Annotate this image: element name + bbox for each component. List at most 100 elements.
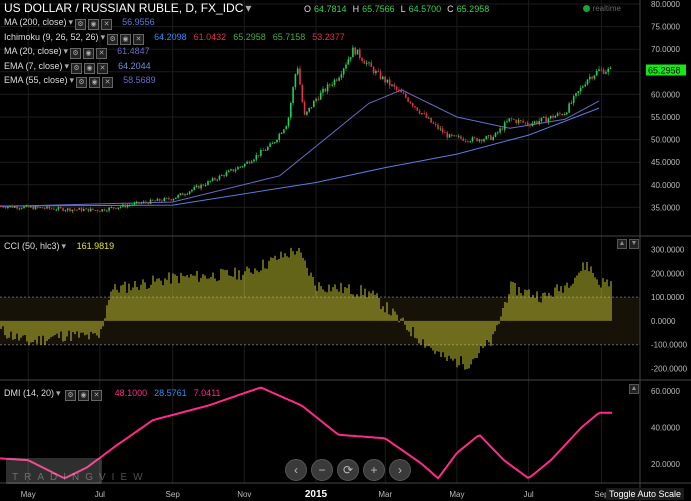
- settings-icon[interactable]: ⚙: [65, 390, 77, 401]
- cci-panel[interactable]: [0, 247, 640, 370]
- indicator-name[interactable]: EMA (55, close): [4, 75, 68, 85]
- indicator-name[interactable]: MA (20, close): [4, 46, 62, 56]
- visibility-icon[interactable]: ◉: [83, 48, 95, 59]
- indicator-row[interactable]: EMA (7, close) ▾ ⚙ ◉ ✕ 64.2044: [4, 61, 151, 74]
- chevron-down-icon[interactable]: ▾: [100, 32, 106, 42]
- candle-down: [214, 178, 216, 180]
- settings-icon[interactable]: ⚙: [75, 19, 87, 30]
- toggle-auto-scale-button[interactable]: Toggle Auto Scale: [606, 488, 685, 500]
- settings-icon[interactable]: ⚙: [107, 34, 119, 45]
- cci-label[interactable]: CCI (50, hlc3): [4, 241, 60, 251]
- candle-down: [388, 79, 391, 86]
- candle-up: [126, 205, 129, 208]
- close-icon[interactable]: ✕: [96, 48, 108, 59]
- dmi-value: 7.0411: [193, 388, 221, 398]
- candle-up: [241, 166, 244, 168]
- dmi-y-tick-label: 40.0000: [651, 423, 680, 432]
- candle-down: [87, 208, 90, 212]
- indicator-row[interactable]: EMA (55, close) ▾ ⚙ ◉ ✕ 58.5689: [4, 75, 156, 88]
- y-tick-label: 35.0000: [651, 203, 680, 212]
- close-icon[interactable]: ✕: [102, 77, 114, 88]
- panel-down-icon[interactable]: ▼: [629, 239, 639, 249]
- candle-up: [20, 208, 23, 210]
- candle-up: [18, 208, 21, 210]
- visibility-icon[interactable]: ◉: [89, 77, 101, 88]
- candle-up: [101, 209, 103, 212]
- zoom-out-button[interactable]: −: [311, 459, 333, 481]
- chevron-down-icon[interactable]: ▾: [61, 241, 67, 251]
- candle-down: [377, 70, 379, 72]
- close-icon[interactable]: ✕: [133, 34, 145, 45]
- candle-up: [106, 210, 108, 212]
- indicator-name[interactable]: MA (200, close): [4, 17, 67, 27]
- settings-icon[interactable]: ⚙: [71, 63, 83, 74]
- cci-y-tick-label: 200.0000: [651, 269, 685, 278]
- candle-up: [207, 181, 209, 186]
- panel-up-icon[interactable]: ▲: [617, 239, 627, 249]
- candle-up: [428, 117, 430, 119]
- symbol-title[interactable]: US DOLLAR / RUSSIAN RUBLE, D, FX_IDC: [4, 1, 244, 15]
- chevron-down-icon[interactable]: ▾: [68, 17, 74, 27]
- candle-up: [14, 206, 16, 208]
- visibility-icon[interactable]: ◉: [120, 34, 132, 45]
- chevron-down-icon[interactable]: ▾: [56, 388, 61, 398]
- cci-y-tick-label: -200.0000: [651, 364, 688, 373]
- candle-up: [586, 79, 589, 85]
- scroll-left-button[interactable]: ‹: [285, 459, 307, 481]
- symbol-header[interactable]: US DOLLAR / RUSSIAN RUBLE, D, FX_IDC ▾: [4, 1, 251, 15]
- candle-down: [384, 76, 386, 83]
- candle-up: [108, 207, 110, 211]
- dmi-label[interactable]: DMI (14, 20): [4, 388, 55, 398]
- cci-legend[interactable]: CCI (50, hlc3) ▾ 161.9819: [4, 241, 114, 252]
- zoom-in-button[interactable]: +: [363, 459, 385, 481]
- close-icon[interactable]: ✕: [101, 19, 113, 30]
- chevron-down-icon[interactable]: ▾: [63, 46, 69, 56]
- candle-up: [609, 67, 612, 69]
- reset-button[interactable]: ⟳: [337, 459, 359, 481]
- price-panel[interactable]: [0, 45, 612, 214]
- chevron-down-icon[interactable]: ▾: [69, 75, 75, 85]
- chevron-down-icon[interactable]: ▾: [245, 1, 252, 15]
- indicator-name[interactable]: Ichimoku (9, 26, 52, 26): [4, 32, 99, 42]
- candle-up: [508, 118, 511, 122]
- x-tick-label: 2015: [305, 489, 328, 500]
- close-icon[interactable]: ✕: [97, 63, 109, 74]
- indicator-row[interactable]: MA (200, close) ▾ ⚙ ◉ ✕ 56.9556: [4, 17, 155, 30]
- adx-line: [0, 386, 612, 480]
- candle-down: [446, 132, 448, 138]
- visibility-icon[interactable]: ◉: [88, 19, 100, 30]
- candle-down: [37, 206, 39, 208]
- candle-up: [179, 193, 182, 195]
- settings-icon[interactable]: ⚙: [76, 77, 88, 88]
- candle-down: [336, 79, 338, 81]
- candle-up: [547, 118, 550, 122]
- settings-icon[interactable]: ⚙: [70, 48, 82, 59]
- candle-down: [299, 68, 301, 85]
- candle-up: [345, 64, 347, 69]
- panel-up-icon[interactable]: ▲: [629, 384, 639, 394]
- candle-down: [407, 97, 409, 102]
- candle-down: [62, 208, 64, 211]
- scroll-right-button[interactable]: ›: [389, 459, 411, 481]
- candle-down: [455, 135, 458, 137]
- visibility-icon[interactable]: ◉: [84, 63, 96, 74]
- candle-up: [216, 179, 218, 181]
- close-icon[interactable]: ✕: [91, 390, 103, 401]
- candle-down: [32, 206, 34, 210]
- candle-down: [395, 86, 398, 90]
- indicator-row[interactable]: Ichimoku (9, 26, 52, 26) ▾ ⚙ ◉ ✕ 64.2098 61.04…: [4, 32, 345, 45]
- candle-up: [57, 207, 60, 210]
- indicator-name[interactable]: EMA (7, close): [4, 61, 63, 71]
- dmi-panel[interactable]: [0, 386, 612, 480]
- candle-down: [80, 208, 83, 211]
- candle-up: [195, 185, 198, 188]
- indicator-row[interactable]: MA (20, close) ▾ ⚙ ◉ ✕ 61.4847: [4, 46, 150, 59]
- x-tick-label: Jul: [95, 490, 105, 499]
- visibility-icon[interactable]: ◉: [78, 390, 90, 401]
- dmi-legend[interactable]: DMI (14, 20) ▾ ⚙ ◉ ✕ 48.1000 28.5761 7.0411: [4, 388, 221, 401]
- candle-up: [246, 161, 248, 164]
- chevron-down-icon[interactable]: ▾: [64, 61, 70, 71]
